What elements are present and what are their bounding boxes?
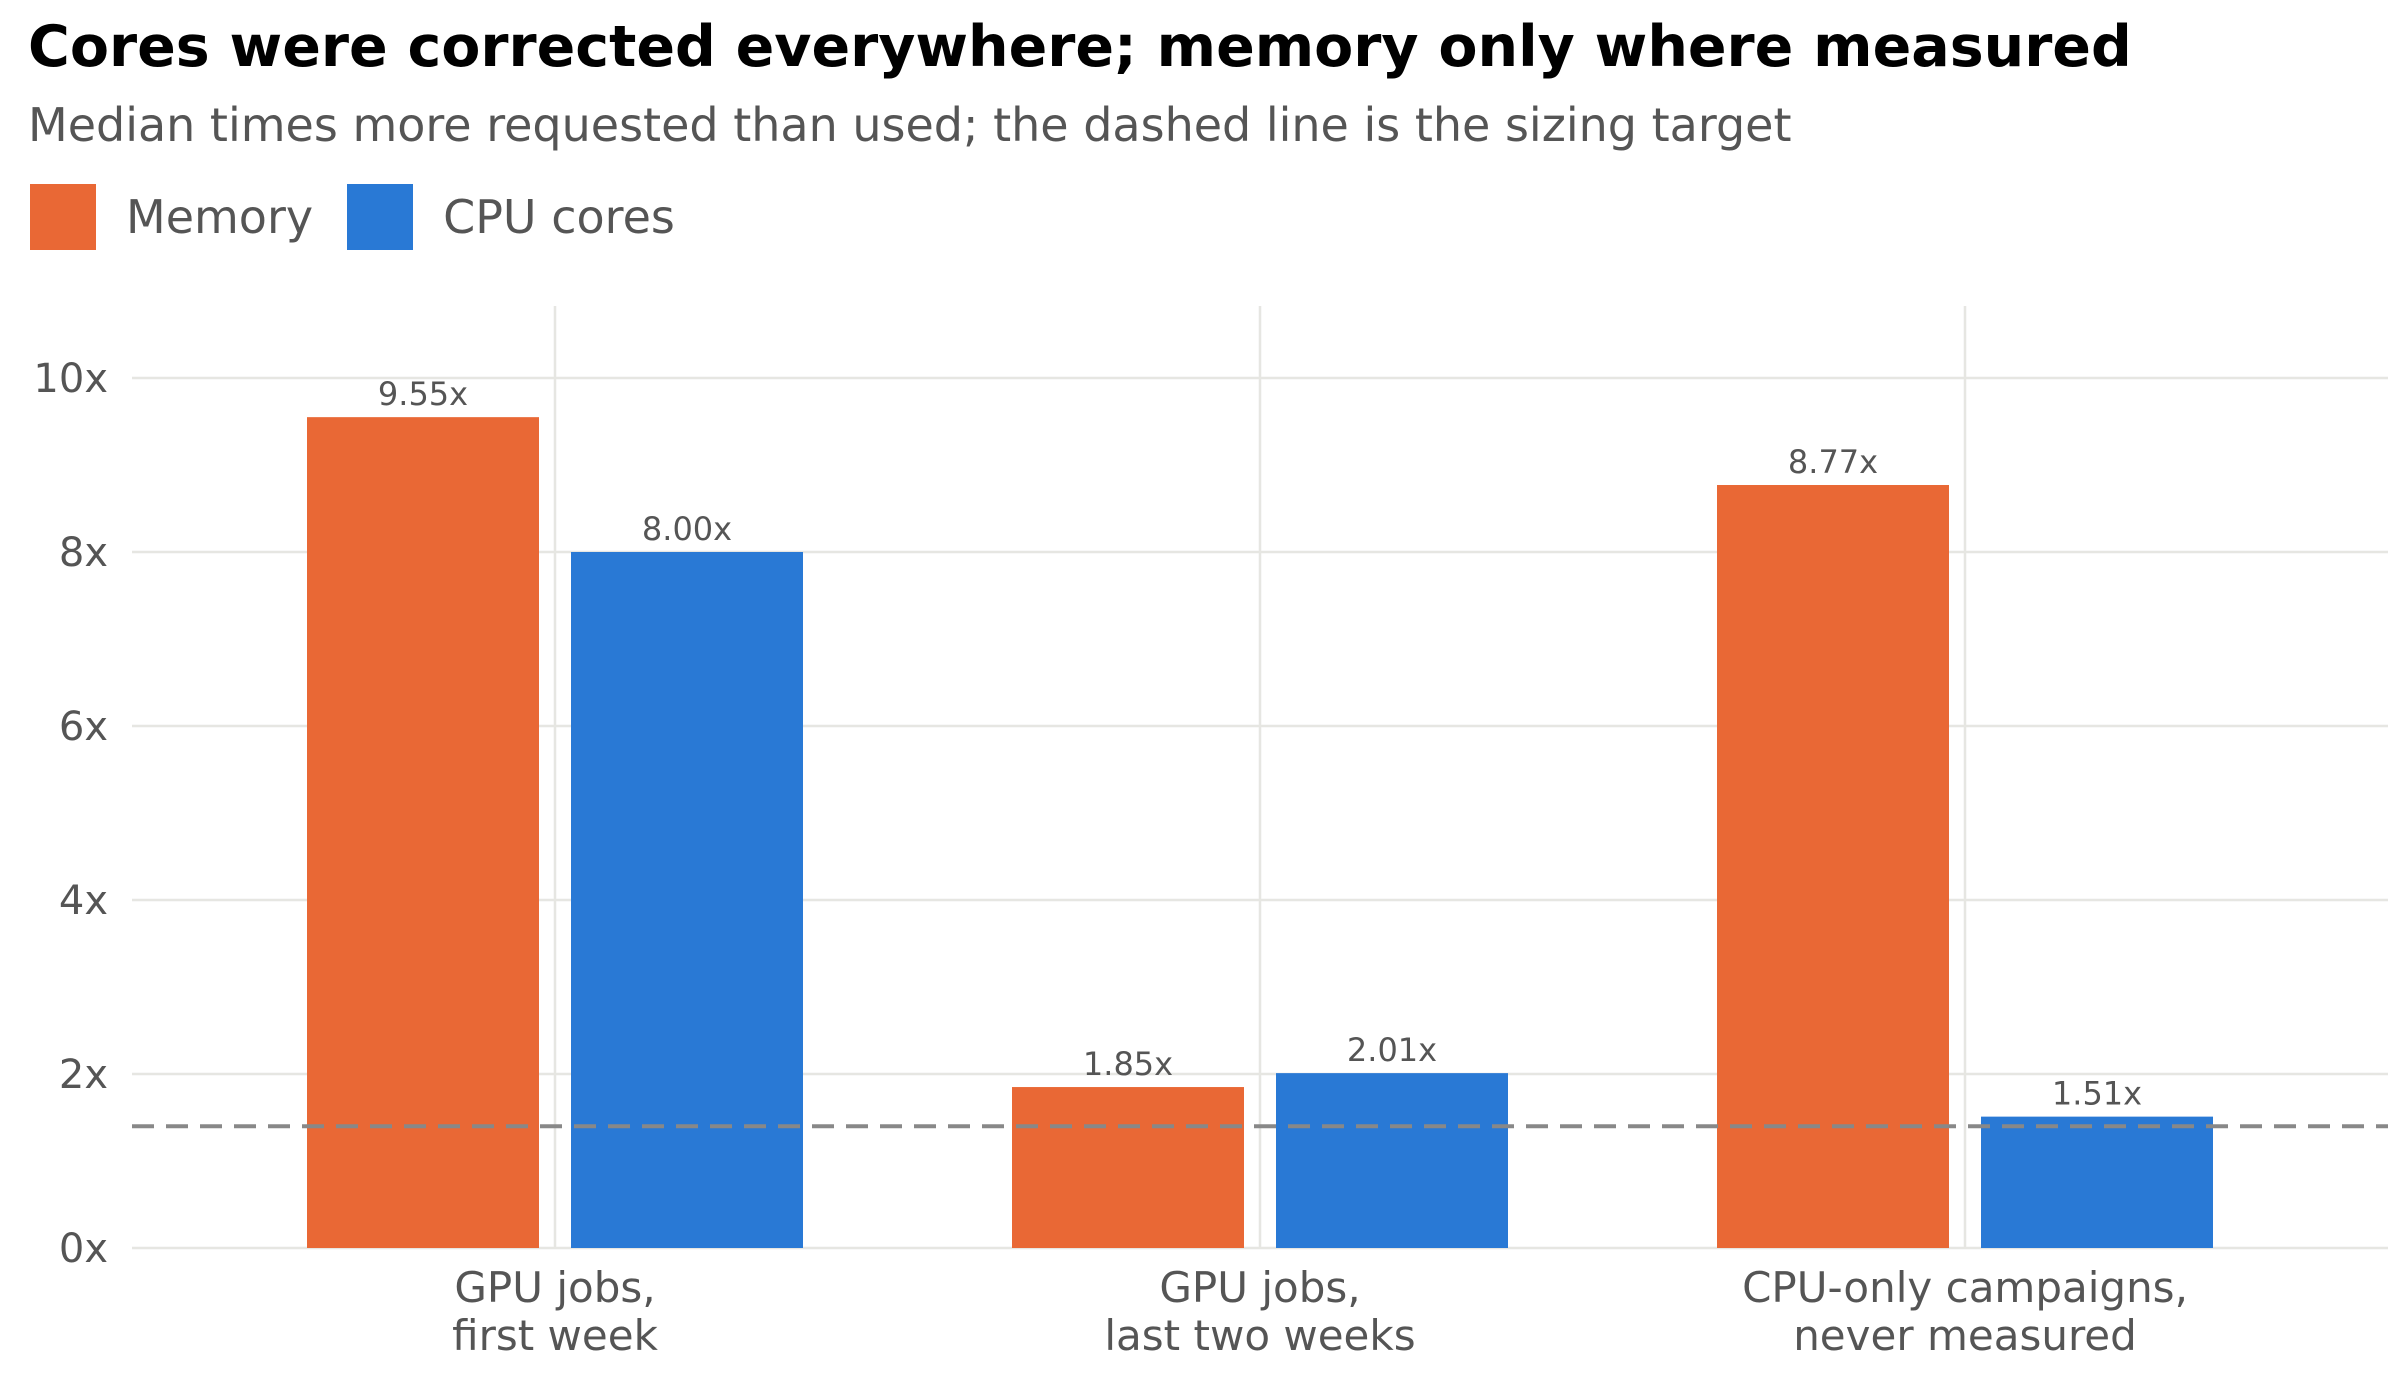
category-label: GPU jobs,: [1159, 1263, 1360, 1312]
bar-memory-2: [1717, 485, 1949, 1248]
category-label: CPU-only campaigns,: [1742, 1263, 2188, 1312]
legend-label-memory: Memory: [126, 190, 314, 244]
legend-swatch-cpu-cores: [347, 184, 414, 250]
category-label: first week: [452, 1311, 658, 1360]
bar-cpu-cores-0: [571, 552, 803, 1248]
category-label: GPU jobs,: [454, 1263, 655, 1312]
legend-label-cpu-cores: CPU cores: [443, 190, 675, 244]
data-label: 1.51x: [2052, 1075, 2142, 1113]
data-label: 8.77x: [1788, 443, 1878, 481]
data-label: 2.01x: [1347, 1031, 1437, 1069]
bar-cpu-cores-1: [1276, 1073, 1508, 1248]
bar-memory-0: [307, 417, 539, 1248]
legend: Memory CPU cores: [30, 184, 709, 250]
y-tick-label: 6x: [59, 704, 108, 750]
bar-cpu-cores-2: [1981, 1116, 2213, 1248]
y-tick-label: 0x: [59, 1226, 108, 1272]
legend-swatch-memory: [30, 184, 96, 250]
chart-subtitle: Median times more requested than used; t…: [28, 98, 1792, 152]
y-tick-label: 8x: [59, 530, 108, 576]
data-label: 9.55x: [378, 375, 468, 413]
bar-memory-1: [1012, 1087, 1244, 1248]
y-tick-label: 4x: [59, 878, 108, 924]
y-tick-label: 2x: [59, 1052, 108, 1098]
chart-title: Cores were corrected everywhere; memory …: [28, 14, 2132, 80]
data-label: 1.85x: [1083, 1045, 1173, 1083]
y-tick-label: 10x: [33, 356, 108, 402]
data-label: 8.00x: [642, 510, 732, 548]
category-label: never measured: [1793, 1311, 2137, 1360]
legend-item-memory: Memory: [30, 184, 313, 250]
category-label: last two weeks: [1104, 1311, 1415, 1360]
legend-item-cpu-cores: CPU cores: [347, 184, 675, 250]
